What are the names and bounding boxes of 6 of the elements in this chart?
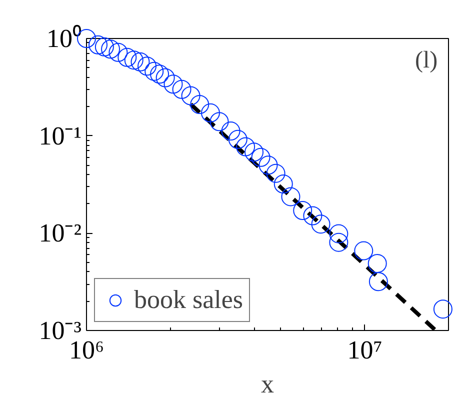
x-axis-title: x <box>261 370 274 398</box>
legend-label: book sales <box>134 285 244 315</box>
x-tick-label: 10⁷ <box>347 336 382 364</box>
y-tick-label: 10⁻² <box>38 218 82 248</box>
y-tick-label: 10⁻¹ <box>38 121 82 150</box>
annotation: (l) <box>414 47 438 74</box>
